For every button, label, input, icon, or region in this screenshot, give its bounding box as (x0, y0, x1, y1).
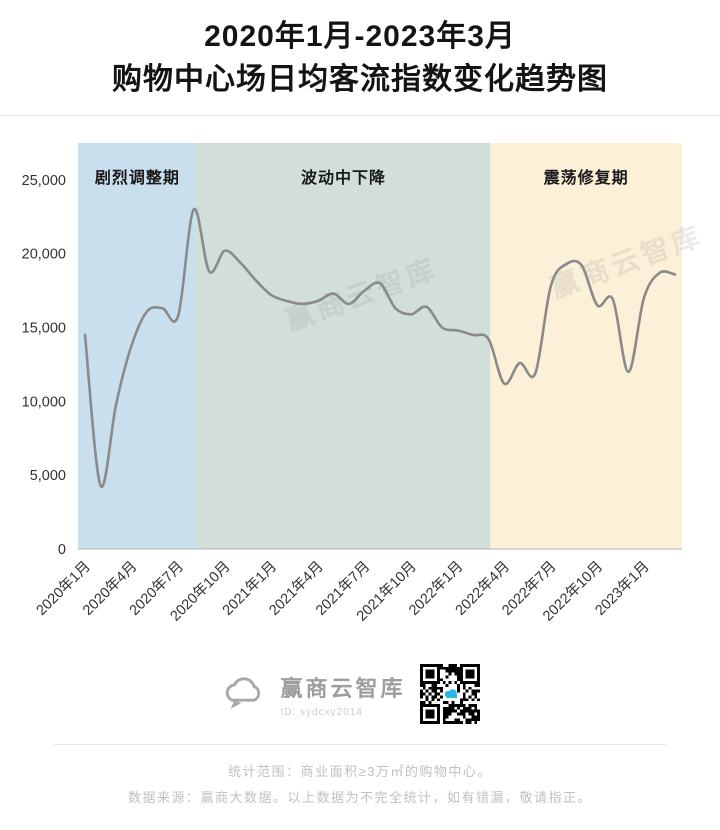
page-title-line2: 购物中心场日均客流指数变化趋势图 (112, 62, 608, 96)
period-band-label: 剧烈调整期 (95, 168, 180, 187)
note-scope: 统计范围：商业面积≥3万㎡的购物中心。 (228, 764, 492, 780)
y-axis-tick-label: 0 (58, 542, 66, 558)
y-axis-tick-label: 20,000 (22, 247, 66, 263)
period-band (78, 143, 197, 550)
y-axis-tick-label: 10,000 (22, 395, 66, 411)
brand-text: 赢商云智库 ID: sydcxy2014 (280, 671, 405, 718)
trend-line (83, 208, 677, 489)
y-axis-tick-label: 25,000 (22, 173, 66, 189)
y-axis-tick-label: 15,000 (22, 321, 66, 337)
footer-notes: 统计范围：商业面积≥3万㎡的购物中心。 数据来源：赢商大数据。以上数据为不完全统… (0, 744, 720, 811)
brand-name: 赢商云智库 (280, 675, 406, 701)
period-band-label: 波动中下降 (301, 168, 386, 187)
note-source: 数据来源：赢商大数据。以上数据为不完全统计，如有错漏，敬请指正。 (127, 790, 592, 806)
qr-code (419, 664, 480, 725)
brand-cloud-icon (226, 677, 261, 710)
notes-divider (54, 744, 666, 746)
title-divider (0, 115, 720, 117)
page-title-line1: 2020年1月-2023年3月 (204, 20, 516, 53)
period-band (196, 143, 491, 550)
title-block: 2020年1月-2023年3月 购物中心场日均客流指数变化趋势图 (0, 0, 720, 115)
period-band-label: 震荡修复期 (543, 168, 629, 187)
period-band (490, 143, 682, 550)
footer-brand-row: 赢商云智库 ID: sydcxy2014 (0, 658, 710, 730)
y-axis-tick-label: 5,000 (30, 468, 66, 484)
brand-id: ID: sydcxy2014 (280, 706, 363, 718)
